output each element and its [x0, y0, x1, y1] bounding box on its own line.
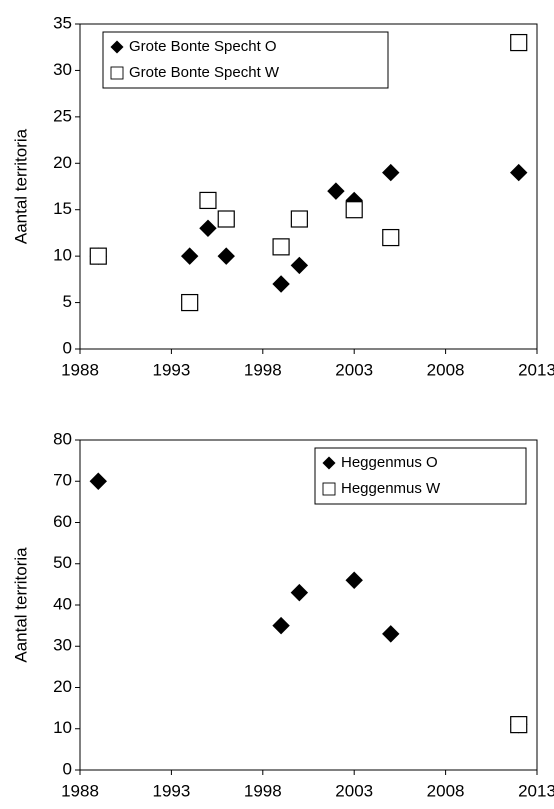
diamond-marker: [272, 616, 290, 635]
square-marker: [272, 238, 290, 256]
diamond-marker: [290, 583, 309, 602]
legend-label: Heggenmus O: [341, 454, 438, 471]
diamond-marker: [382, 163, 400, 182]
x-tick-label: 2003: [335, 360, 373, 379]
y-tick-label: 40: [53, 594, 72, 613]
y-tick-label: 5: [63, 292, 72, 311]
legend-marker: [110, 66, 124, 80]
x-tick-label: 1998: [244, 781, 282, 800]
y-tick-label: 20: [53, 153, 72, 172]
legend-marker: [322, 482, 336, 496]
square-marker: [510, 716, 528, 734]
y-tick-label: 25: [53, 106, 72, 125]
scatter-chart: 0 5 10 15 20 25 30 35 1988 1993 1998 2003 2008 2013 Aa…: [11, 13, 554, 379]
square-marker: [217, 210, 235, 228]
x-tick-label: 2013: [518, 781, 554, 800]
x-tick-label: 1988: [61, 360, 99, 379]
y-tick-label: 80: [53, 429, 72, 448]
diamond-marker: [217, 247, 235, 265]
x-tick-label: 2013: [518, 360, 554, 379]
legend-label: Heggenmus W: [341, 480, 441, 497]
y-tick-label: 15: [53, 199, 72, 218]
diamond-marker: [382, 625, 400, 643]
legend-box: [314, 447, 527, 505]
x-tick-label: 2008: [427, 360, 465, 379]
y-tick-label: 10: [53, 246, 72, 265]
y-tick-label: 35: [53, 13, 72, 32]
y-tick-label: 0: [63, 338, 72, 357]
diamond-marker: [180, 247, 199, 265]
legend-marker: [322, 456, 336, 470]
square-marker: [89, 247, 107, 265]
square-marker: [199, 191, 217, 210]
scatter-chart: 0 10 20 30 40 50 60 70 80 1988 1993 1998 2003 2008 201…: [11, 429, 554, 800]
y-axis-label: Aantal territoria: [11, 128, 30, 244]
y-tick-label: 30: [53, 636, 72, 655]
y-axis-label: Aantal territoria: [11, 547, 30, 663]
y-tick-label: 60: [53, 512, 72, 531]
y-tick-label: 50: [53, 553, 72, 572]
y-tick-label: 70: [53, 471, 72, 490]
y-tick-label: 10: [53, 718, 72, 737]
diamond-marker: [199, 219, 217, 237]
plot-area: [79, 23, 538, 350]
x-tick-label: 1993: [152, 360, 190, 379]
y-tick-label: 20: [53, 677, 72, 696]
square-marker: [345, 201, 363, 219]
legend-label: Grote Bonte Specht O: [129, 38, 277, 55]
x-tick-label: 2008: [427, 781, 465, 800]
diamond-marker: [327, 182, 345, 200]
diamond-marker: [345, 571, 363, 589]
square-marker: [290, 210, 308, 228]
y-tick-label: 0: [63, 759, 72, 778]
square-marker: [382, 228, 400, 247]
x-tick-label: 1998: [244, 360, 282, 379]
x-tick-label: 1988: [61, 781, 99, 800]
square-marker: [181, 293, 199, 312]
x-tick-label: 2003: [335, 781, 373, 800]
diamond-marker: [89, 472, 107, 490]
diamond-marker: [290, 256, 309, 275]
diamond-marker: [510, 163, 528, 182]
diamond-marker: [272, 275, 290, 293]
legend-label: Grote Bonte Specht W: [129, 64, 280, 81]
y-tick-label: 30: [53, 60, 72, 79]
legend-box: [102, 31, 389, 89]
x-tick-label: 1993: [152, 781, 190, 800]
legend-marker: [110, 40, 124, 54]
square-marker: [510, 33, 528, 52]
